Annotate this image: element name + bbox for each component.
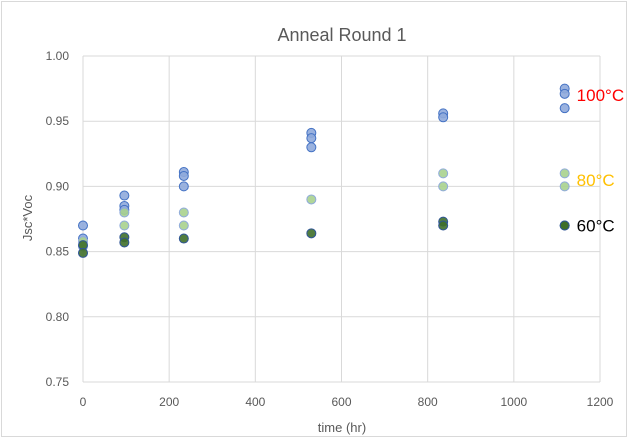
data-point <box>559 103 570 114</box>
x-tick-label: 800 <box>418 395 438 409</box>
y-tick-label: 0.90 <box>46 179 70 193</box>
series-label: 60°C <box>577 217 615 236</box>
data-point <box>559 168 570 179</box>
data-point <box>438 112 449 123</box>
data-point <box>178 170 189 181</box>
data-point <box>119 207 130 218</box>
data-point <box>559 88 570 99</box>
data-point <box>559 181 570 192</box>
data-point <box>178 207 189 218</box>
series-label: 80°C <box>577 171 615 190</box>
tick-labels: 0.75 0.80 0.85 0.90 0.95 1.00 0 200 400 600 800 100… <box>46 49 614 409</box>
data-points <box>78 83 570 258</box>
series-annotations: 100°C 80°C 60°C <box>577 86 624 235</box>
chart-title: Anneal Round 1 <box>277 25 406 45</box>
y-axis-label: Jsc*Voc <box>20 194 35 241</box>
data-point <box>78 247 88 258</box>
data-point <box>438 168 449 179</box>
y-tick-label: 1.00 <box>46 49 70 63</box>
y-tick-label: 0.85 <box>46 245 70 259</box>
y-tick-label: 0.75 <box>46 375 70 389</box>
data-point <box>178 181 189 192</box>
data-point <box>438 220 449 231</box>
data-point <box>306 194 317 205</box>
series-marker <box>559 220 570 231</box>
gridlines <box>82 55 601 383</box>
y-tick-label: 0.80 <box>46 310 70 324</box>
x-tick-label: 0 <box>80 395 87 409</box>
y-tick-label: 0.95 <box>46 114 70 128</box>
x-tick-label: 1200 <box>587 395 614 409</box>
data-point <box>78 220 88 231</box>
data-point <box>306 133 317 144</box>
series-label: 100°C <box>577 86 624 105</box>
data-point <box>119 190 130 201</box>
data-point <box>306 228 317 239</box>
x-axis-label: time (hr) <box>318 420 366 435</box>
x-tick-label: 200 <box>159 395 179 409</box>
x-tick-label: 400 <box>245 395 265 409</box>
data-point <box>178 233 189 244</box>
data-point <box>306 142 317 153</box>
x-tick-label: 1000 <box>500 395 527 409</box>
data-point <box>119 220 130 231</box>
data-point <box>178 220 189 231</box>
x-tick-label: 600 <box>331 395 351 409</box>
data-point <box>119 237 130 248</box>
data-point <box>438 181 449 192</box>
